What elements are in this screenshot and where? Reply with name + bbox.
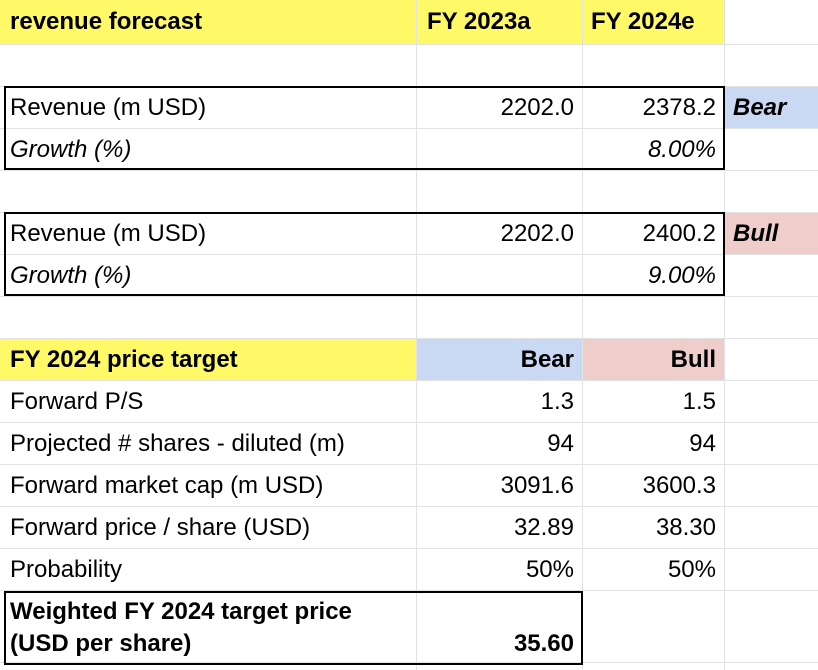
weighted-target-label[interactable]: Weighted FY 2024 target price (USD per s… <box>4 592 416 664</box>
bull-revenue-2024[interactable]: 2400.2 <box>642 219 716 247</box>
bear-revenue-2023[interactable]: 2202.0 <box>500 93 574 121</box>
row-label-forward-ps[interactable]: Forward P/S <box>10 387 144 415</box>
row-bear-projected-shares[interactable]: 94 <box>547 429 574 457</box>
gridline <box>0 380 818 381</box>
row-label-projected-shares[interactable]: Projected # shares - diluted (m) <box>10 429 345 457</box>
gridline <box>0 254 818 255</box>
row-bear-market-cap[interactable]: 3091.6 <box>500 471 574 499</box>
bear-growth-2024[interactable]: 8.00% <box>647 135 716 163</box>
gridline <box>0 590 818 591</box>
row-bear-probability[interactable]: 50% <box>525 555 574 583</box>
row-label-market-cap[interactable]: Forward market cap (m USD) <box>10 471 324 499</box>
gridline <box>0 422 818 423</box>
header-fy2023[interactable]: FY 2023a <box>417 0 582 44</box>
price-target-bear-header[interactable]: Bear <box>417 339 582 380</box>
bear-revenue-2024[interactable]: 2378.2 <box>642 93 716 121</box>
price-target-title[interactable]: FY 2024 price target <box>0 339 416 380</box>
header-fy2024[interactable]: FY 2024e <box>583 0 724 44</box>
bull-revenue-2023[interactable]: 2202.0 <box>500 219 574 247</box>
row-label-probability[interactable]: Probability <box>10 555 123 583</box>
gridline <box>0 548 818 549</box>
gridline <box>0 662 818 663</box>
gridline <box>724 0 725 670</box>
weighted-target-label-line2: (USD per share) <box>10 630 192 657</box>
weighted-target-value[interactable]: 35.60 <box>513 630 574 657</box>
row-bear-price-per-share[interactable]: 32.89 <box>513 513 574 541</box>
gridline <box>0 170 818 171</box>
row-bull-probability[interactable]: 50% <box>667 555 716 583</box>
price-target-bull-header[interactable]: Bull <box>583 339 724 380</box>
gridline <box>0 338 818 339</box>
gridline <box>582 0 583 670</box>
gridline <box>0 464 818 465</box>
row-bull-projected-shares[interactable]: 94 <box>689 429 716 457</box>
bear-revenue-label[interactable]: Revenue (m USD) <box>10 93 207 121</box>
row-label-price-per-share[interactable]: Forward price / share (USD) <box>10 513 311 541</box>
bear-growth-label[interactable]: Growth (%) <box>10 135 132 163</box>
gridline <box>416 0 417 670</box>
gridline <box>0 506 818 507</box>
row-bear-forward-ps[interactable]: 1.3 <box>540 387 574 415</box>
gridline <box>0 296 818 297</box>
header-title[interactable]: revenue forecast <box>0 0 416 44</box>
bull-growth-label[interactable]: Growth (%) <box>10 261 132 289</box>
gridline <box>0 128 818 129</box>
bull-revenue-label[interactable]: Revenue (m USD) <box>10 219 207 247</box>
weighted-target-label-line1: Weighted FY 2024 target price <box>10 598 352 625</box>
row-bull-price-per-share[interactable]: 38.30 <box>655 513 716 541</box>
bear-scenario-tag[interactable]: Bear <box>725 87 818 128</box>
bull-scenario-tag[interactable]: Bull <box>725 213 818 254</box>
gridline <box>0 44 818 45</box>
bull-growth-2024[interactable]: 9.00% <box>647 261 716 289</box>
row-bull-forward-ps[interactable]: 1.5 <box>682 387 716 415</box>
row-bull-market-cap[interactable]: 3600.3 <box>642 471 716 499</box>
